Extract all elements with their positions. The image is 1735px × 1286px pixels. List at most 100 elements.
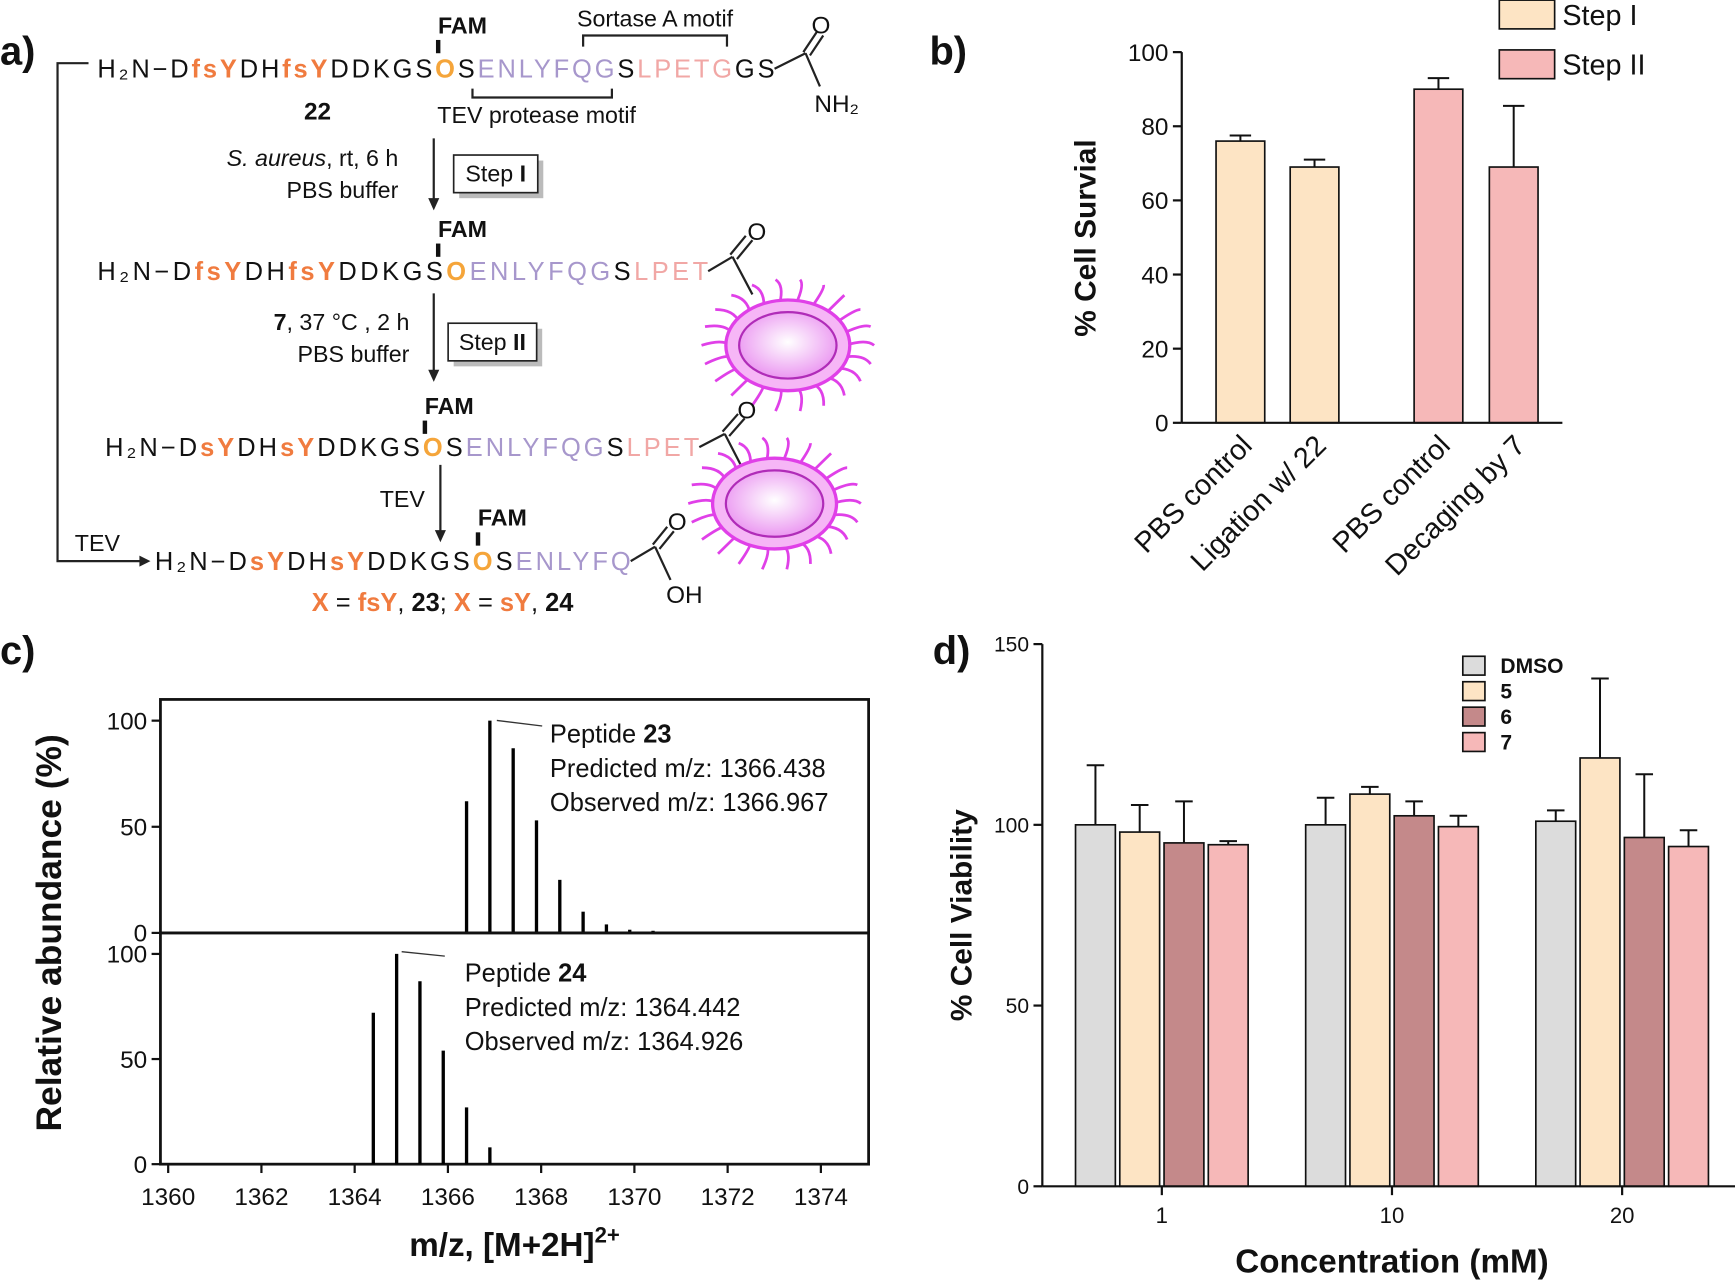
bar (1579, 757, 1621, 1188)
y-tick-label: 50 (1006, 995, 1029, 1018)
text-segment: Observed m/z: 1364.926 (465, 1028, 744, 1056)
peptide-sequence: H₂N−D sY DH sY DDKGS O S ENLYFQ (155, 548, 631, 576)
text-segment: II (513, 329, 526, 355)
y-tick-label: 0 (1155, 411, 1169, 438)
y-tick-label: 100 (994, 814, 1029, 837)
text-segment: LPET (634, 258, 708, 286)
step-condition: S. aureus, rt, 6 h (227, 145, 399, 171)
x-tick-label: 20 (1610, 1203, 1635, 1228)
bar (1349, 793, 1391, 1188)
text-segment: , 37 °C , 2 h (287, 309, 410, 335)
y-tick-label: 100 (1128, 40, 1169, 67)
legend-swatch (1461, 731, 1486, 753)
text-segment: DDKGS (367, 548, 470, 576)
step-box (452, 154, 539, 194)
text-segment: sY (500, 589, 531, 617)
text-segment: DH (237, 434, 277, 462)
x-axis-title: Concentration (mM) (1235, 1244, 1548, 1281)
fam-label: FAM (438, 12, 487, 38)
bar (1215, 140, 1266, 424)
side-arrow (56, 62, 142, 563)
arrowhead (428, 369, 440, 382)
error-bar (1361, 785, 1379, 795)
bar (1667, 845, 1710, 1188)
step-condition: TEV (380, 486, 426, 512)
text-segment: Step (465, 161, 519, 187)
legend-swatch (1498, 0, 1556, 30)
step-box (447, 322, 538, 362)
text-segment: fsY (192, 56, 237, 84)
y-tick-label: 0 (134, 921, 148, 948)
text-segment: S (614, 258, 631, 286)
x-tick-label: 1374 (794, 1184, 848, 1211)
text-segment: PBS buffer (286, 177, 398, 203)
panel-label: c) (0, 629, 35, 673)
panel-label: d) (933, 629, 971, 673)
text-segment: H₂N−D (97, 258, 191, 286)
text-segment: , (531, 589, 545, 617)
text-segment: ; (440, 589, 454, 617)
arrow-label: TEV (75, 530, 121, 556)
bar (1207, 843, 1249, 1188)
text-segment: LPETG (637, 56, 732, 84)
step-condition: 7, 37 °C , 2 h (274, 309, 410, 335)
text-segment: X (454, 589, 471, 617)
arrowhead (139, 555, 151, 567)
text-segment: Peptide (465, 960, 558, 988)
text-segment: O (446, 258, 466, 286)
x-tick-label: 1 (1156, 1203, 1168, 1228)
step-condition: PBS buffer (286, 177, 398, 203)
text-segment: = (471, 589, 500, 617)
y-axis-title: % Cell Survial (1069, 139, 1102, 336)
y-tick-label: 80 (1141, 114, 1168, 141)
atom-label: OH (666, 582, 703, 609)
y-tick-label: 60 (1141, 188, 1168, 215)
bar (1118, 831, 1161, 1188)
y-tick-label: 20 (1141, 336, 1168, 363)
fam-label: FAM (425, 393, 474, 419)
motif-label: Sortase A motif (577, 6, 734, 32)
step-label: Step II (459, 329, 526, 355)
x-tick-label: 1360 (141, 1184, 195, 1211)
text-segment: H₂N−D (105, 434, 197, 462)
error-bar (1316, 796, 1335, 825)
x-tick-label: 1370 (607, 1184, 661, 1211)
amide-bonds (774, 31, 825, 87)
error-bar (1130, 803, 1149, 833)
text-segment: 7 (274, 309, 287, 335)
bacteria (687, 278, 876, 570)
ester-bonds (698, 413, 746, 471)
text-segment: S (446, 434, 463, 462)
atom-label: NH₂ (814, 91, 859, 118)
text-segment: 24 (545, 589, 574, 617)
x-tick-label: 1368 (514, 1184, 568, 1211)
text-segment: S (617, 56, 634, 84)
bracket (582, 34, 729, 47)
compound-key: X = fsY, 23; X = sY, 24 (312, 589, 575, 617)
text-segment: GS (735, 56, 775, 84)
leader-line (496, 719, 543, 727)
text-segment: DDKGS (317, 434, 420, 462)
y-tick-label: 100 (107, 942, 148, 969)
x-tick-label: 1372 (701, 1184, 755, 1211)
text-segment: Peptide (550, 721, 643, 749)
legend-label: Step I (1562, 0, 1637, 32)
leader-line (401, 951, 445, 957)
text-segment: S. aureus (227, 145, 327, 171)
text-segment: ENLYFQG (470, 258, 611, 286)
text-segment: ENLYFQG (478, 56, 615, 84)
text-segment: Predicted m/z: 1366.438 (550, 755, 826, 783)
text-segment: 23 (411, 589, 439, 617)
text-segment: LPET (627, 434, 700, 462)
legend-label: 7 (1500, 732, 1512, 755)
bar (1163, 842, 1205, 1188)
error-bar (1229, 134, 1252, 142)
text-segment: X (312, 589, 329, 617)
text-segment: DH (240, 56, 280, 84)
bracket (471, 88, 614, 99)
text-segment: O (473, 548, 493, 576)
panel-label: b) (929, 29, 967, 73)
step-boxes (447, 154, 544, 367)
annotation: Predicted m/z: 1364.442 (465, 994, 741, 1022)
y-axis-title: Relative abundance (%) (29, 734, 69, 1131)
